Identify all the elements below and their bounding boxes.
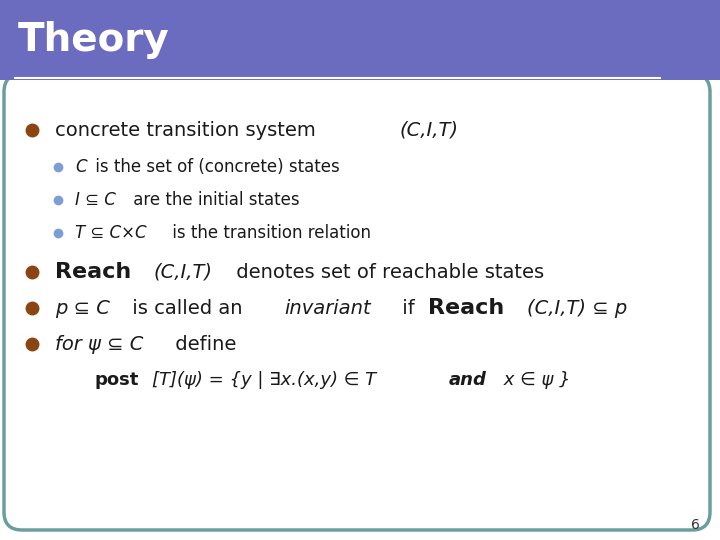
Text: [T](ψ) = {y | ∃x.(x,y) ∈ T: [T](ψ) = {y | ∃x.(x,y) ∈ T xyxy=(152,371,382,389)
Text: 6: 6 xyxy=(691,518,700,532)
Text: I ⊆ C: I ⊆ C xyxy=(75,191,116,209)
Text: (C,I,T) ⊆ p: (C,I,T) ⊆ p xyxy=(526,299,627,318)
Text: invariant: invariant xyxy=(284,299,371,318)
Text: concrete transition system: concrete transition system xyxy=(55,120,322,139)
Text: is the transition relation: is the transition relation xyxy=(168,224,372,242)
Text: define: define xyxy=(169,334,236,354)
Text: is the set of (concrete) states: is the set of (concrete) states xyxy=(90,158,340,176)
Text: post: post xyxy=(95,371,140,389)
Text: is called an: is called an xyxy=(126,299,248,318)
Text: denotes set of reachable states: denotes set of reachable states xyxy=(230,262,544,281)
Text: and: and xyxy=(449,371,487,389)
Text: Theory: Theory xyxy=(18,21,170,59)
Text: if: if xyxy=(396,299,421,318)
Text: C: C xyxy=(75,158,86,176)
Text: (C,I,T): (C,I,T) xyxy=(153,262,212,281)
FancyBboxPatch shape xyxy=(0,0,720,80)
Text: Reach: Reach xyxy=(428,298,505,318)
FancyBboxPatch shape xyxy=(4,74,710,530)
Text: (C,I,T): (C,I,T) xyxy=(400,120,459,139)
Text: Reach: Reach xyxy=(55,262,131,282)
Text: p ⊆ C: p ⊆ C xyxy=(55,299,110,318)
Text: are the initial states: are the initial states xyxy=(127,191,300,209)
Text: x ∈ ψ }: x ∈ ψ } xyxy=(498,371,570,389)
Text: T ⊆ C×C: T ⊆ C×C xyxy=(75,224,147,242)
Text: for ψ ⊆ C: for ψ ⊆ C xyxy=(55,334,143,354)
